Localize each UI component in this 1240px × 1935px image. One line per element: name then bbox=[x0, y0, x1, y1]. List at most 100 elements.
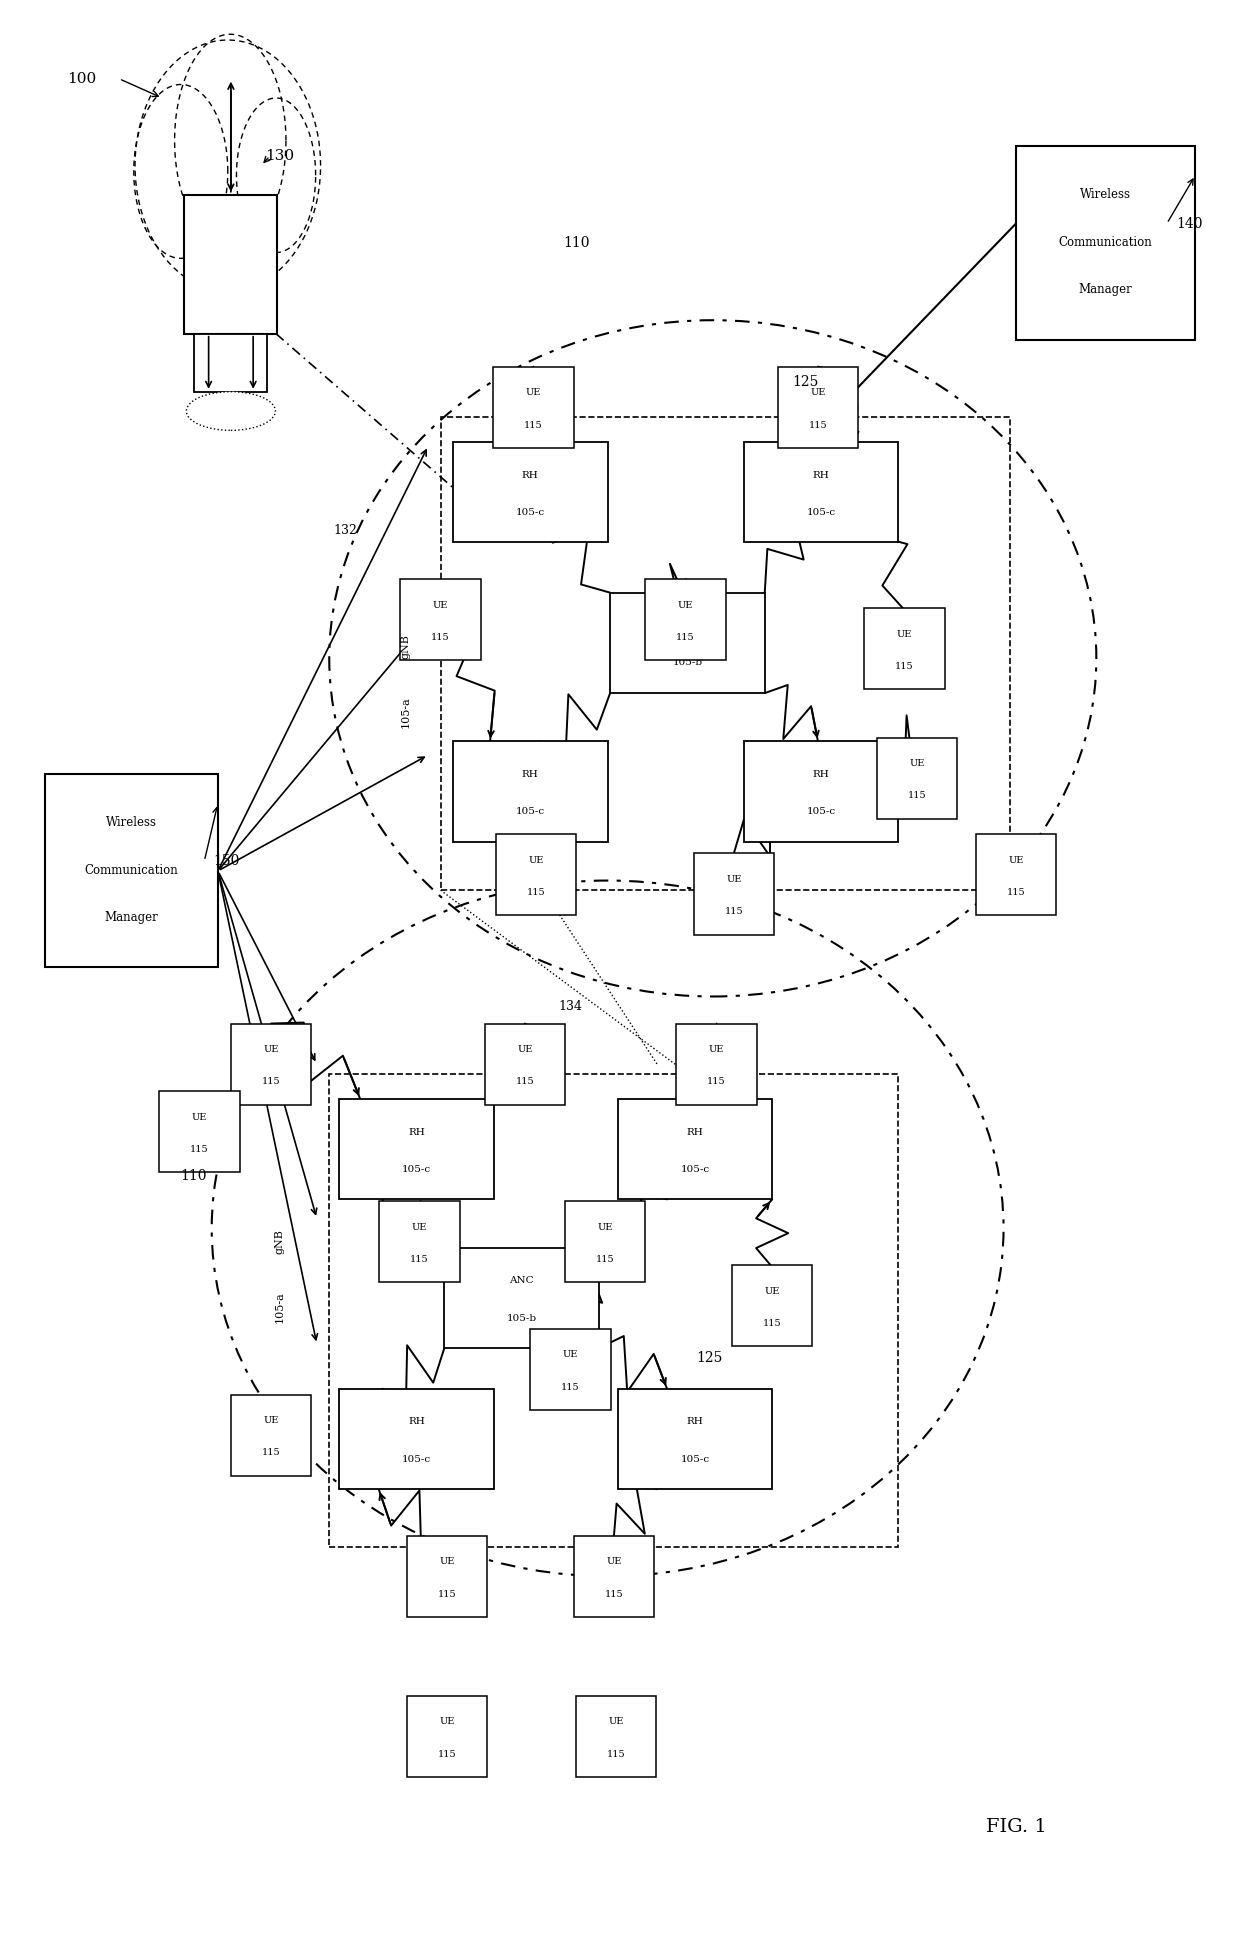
Text: 105-c: 105-c bbox=[806, 807, 836, 817]
Text: 150: 150 bbox=[213, 853, 239, 869]
Bar bbox=[744, 741, 898, 842]
Text: 105-c: 105-c bbox=[806, 507, 836, 517]
Text: 115: 115 bbox=[724, 908, 743, 917]
Bar bbox=[379, 1202, 460, 1283]
Text: UE: UE bbox=[727, 875, 742, 884]
Text: 140: 140 bbox=[1176, 217, 1203, 230]
Text: RH: RH bbox=[522, 470, 538, 480]
Text: Manager: Manager bbox=[104, 911, 159, 923]
Text: UE: UE bbox=[263, 1416, 279, 1424]
Text: 115: 115 bbox=[525, 420, 543, 430]
Text: 125: 125 bbox=[792, 375, 818, 389]
Bar bbox=[401, 579, 481, 660]
Text: 105-c: 105-c bbox=[402, 1165, 432, 1175]
Bar bbox=[618, 1389, 773, 1490]
Text: RH: RH bbox=[687, 1416, 703, 1426]
Bar bbox=[531, 1329, 611, 1411]
Text: 134: 134 bbox=[558, 1000, 583, 1012]
Bar bbox=[877, 737, 957, 819]
Bar bbox=[645, 579, 725, 660]
Text: 115: 115 bbox=[262, 1449, 280, 1457]
Text: UE: UE bbox=[517, 1045, 532, 1055]
Text: UE: UE bbox=[765, 1287, 780, 1296]
Text: UE: UE bbox=[433, 600, 449, 610]
Text: 115: 115 bbox=[262, 1078, 280, 1086]
Bar bbox=[407, 1695, 487, 1776]
Bar bbox=[574, 1536, 653, 1618]
Bar bbox=[485, 1024, 565, 1105]
Text: 110: 110 bbox=[563, 236, 590, 250]
Text: ANC: ANC bbox=[510, 1277, 534, 1285]
Text: UE: UE bbox=[810, 389, 826, 397]
Text: 105-c: 105-c bbox=[681, 1165, 709, 1175]
Bar bbox=[340, 1099, 494, 1200]
Bar bbox=[693, 853, 774, 935]
Bar bbox=[494, 366, 574, 447]
Text: 105-a: 105-a bbox=[401, 697, 410, 728]
Bar bbox=[1016, 147, 1195, 339]
Text: UE: UE bbox=[598, 1223, 613, 1233]
Text: RH: RH bbox=[408, 1128, 425, 1136]
Text: 115: 115 bbox=[808, 420, 827, 430]
Text: 130: 130 bbox=[265, 149, 294, 163]
Text: 115: 115 bbox=[516, 1078, 534, 1086]
Text: UE: UE bbox=[563, 1351, 578, 1358]
Bar bbox=[407, 1536, 487, 1618]
Text: gNB: gNB bbox=[401, 635, 410, 660]
Bar bbox=[577, 1695, 656, 1776]
Bar bbox=[440, 416, 1009, 890]
Text: 115: 115 bbox=[1007, 888, 1025, 898]
Text: 132: 132 bbox=[334, 524, 357, 538]
Text: UE: UE bbox=[909, 759, 925, 768]
Text: 105-a: 105-a bbox=[275, 1293, 285, 1324]
Text: 115: 115 bbox=[676, 633, 694, 642]
Text: RH: RH bbox=[522, 770, 538, 780]
Text: 115: 115 bbox=[438, 1589, 456, 1598]
Text: UE: UE bbox=[412, 1223, 428, 1233]
Text: RH: RH bbox=[408, 1416, 425, 1426]
Bar bbox=[340, 1389, 494, 1490]
Text: UE: UE bbox=[528, 855, 543, 865]
Text: 105-c: 105-c bbox=[516, 807, 544, 817]
Bar bbox=[610, 592, 765, 693]
Text: 115: 115 bbox=[438, 1749, 456, 1759]
Text: 105-b: 105-b bbox=[672, 658, 703, 668]
Bar bbox=[976, 834, 1056, 915]
Bar bbox=[231, 1395, 311, 1476]
Text: gNB: gNB bbox=[275, 1229, 285, 1254]
Text: Wireless: Wireless bbox=[105, 817, 156, 828]
Text: 115: 115 bbox=[410, 1256, 429, 1264]
Bar bbox=[565, 1202, 645, 1283]
Text: UE: UE bbox=[263, 1045, 279, 1055]
Text: RH: RH bbox=[812, 770, 830, 780]
Ellipse shape bbox=[186, 391, 275, 430]
Text: 100: 100 bbox=[67, 72, 97, 85]
Text: 105-c: 105-c bbox=[681, 1455, 709, 1463]
Text: 105-b: 105-b bbox=[507, 1314, 537, 1322]
Text: 115: 115 bbox=[596, 1256, 615, 1264]
Text: 115: 115 bbox=[895, 662, 914, 671]
Text: 115: 115 bbox=[432, 633, 450, 642]
Bar bbox=[676, 1024, 756, 1105]
Text: RH: RH bbox=[812, 470, 830, 480]
Text: UE: UE bbox=[526, 389, 541, 397]
Text: Manager: Manager bbox=[1079, 283, 1132, 296]
Text: Communication: Communication bbox=[84, 865, 179, 877]
Text: 110: 110 bbox=[180, 1169, 206, 1182]
Text: UE: UE bbox=[606, 1558, 621, 1565]
Text: 115: 115 bbox=[605, 1589, 624, 1598]
Text: Communication: Communication bbox=[1059, 236, 1152, 250]
Text: UE: UE bbox=[439, 1718, 455, 1726]
Text: 115: 115 bbox=[527, 888, 546, 898]
Bar bbox=[453, 741, 608, 842]
Bar bbox=[864, 608, 945, 689]
Text: UE: UE bbox=[897, 629, 913, 639]
Text: Wireless: Wireless bbox=[1080, 188, 1131, 201]
Text: 105-c: 105-c bbox=[516, 507, 544, 517]
Text: RH: RH bbox=[687, 1128, 703, 1136]
Text: UE: UE bbox=[192, 1113, 207, 1122]
Text: 115: 115 bbox=[562, 1384, 580, 1391]
Text: UE: UE bbox=[439, 1558, 455, 1565]
Text: UE: UE bbox=[709, 1045, 724, 1055]
Bar bbox=[496, 834, 577, 915]
